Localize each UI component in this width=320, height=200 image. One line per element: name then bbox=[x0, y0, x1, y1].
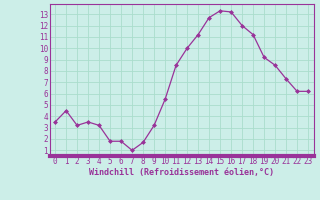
X-axis label: Windchill (Refroidissement éolien,°C): Windchill (Refroidissement éolien,°C) bbox=[89, 168, 274, 177]
